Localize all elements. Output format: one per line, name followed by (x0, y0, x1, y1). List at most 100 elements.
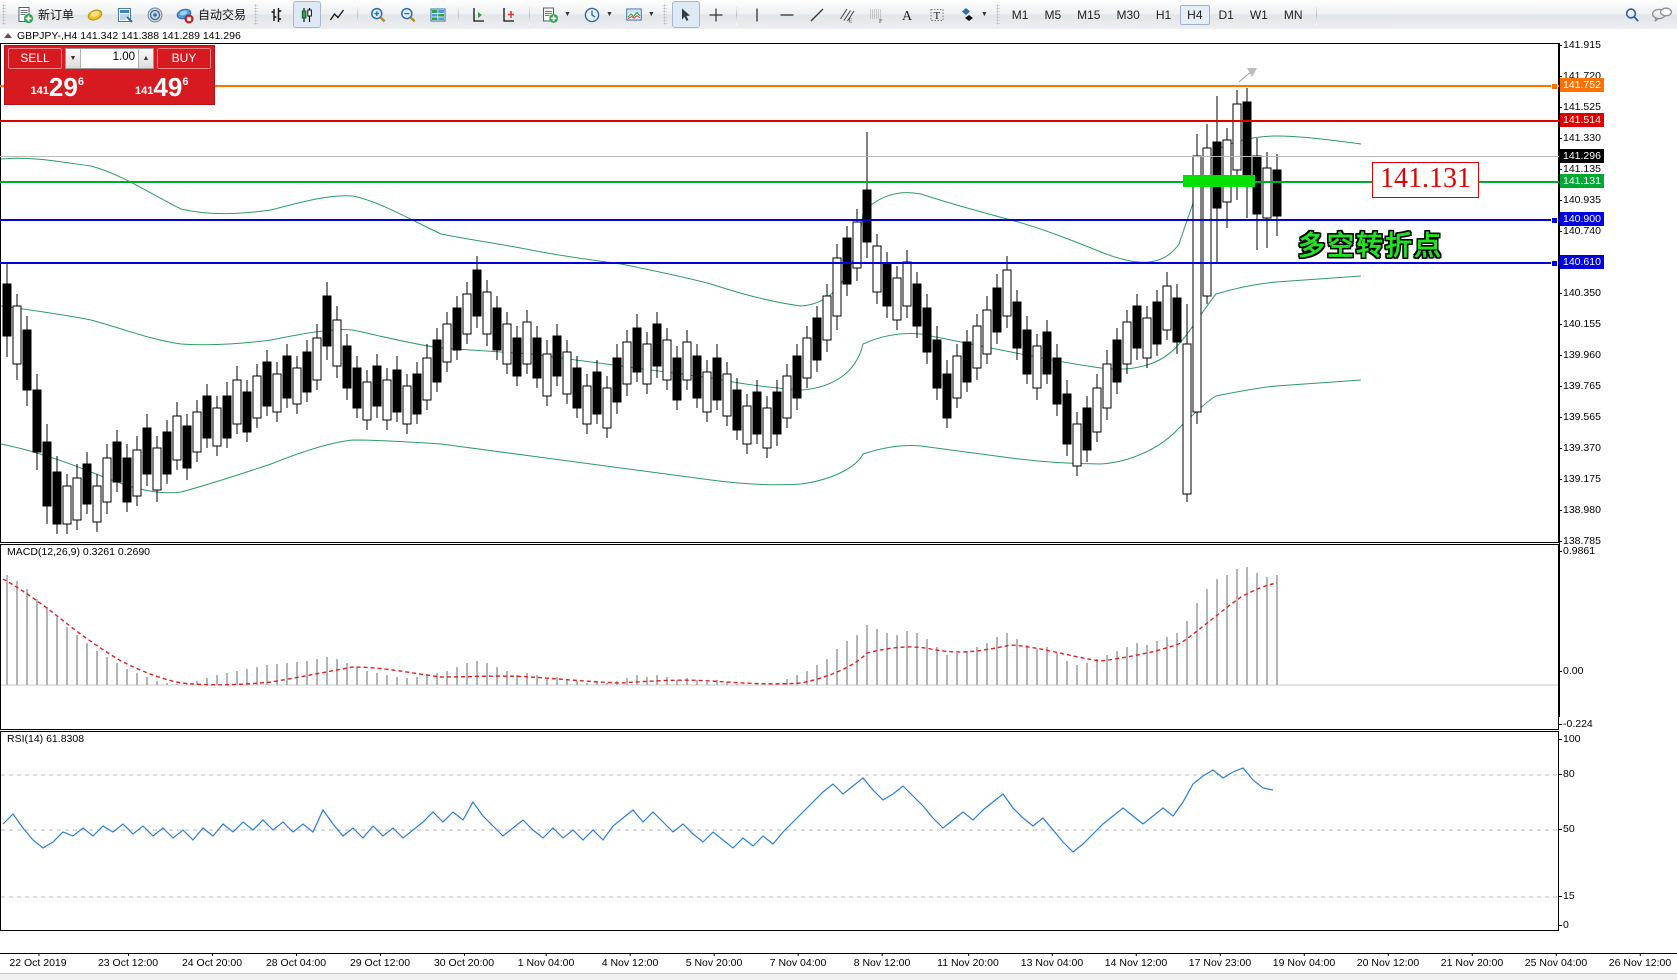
timeframe-w1[interactable]: W1 (1249, 7, 1268, 22)
support-line-green[interactable] (0, 181, 1559, 183)
macd-chart-svg (1, 567, 1558, 686)
horizontal-line-button[interactable] (773, 1, 801, 28)
bar-chart-icon (268, 6, 286, 24)
level-line-blue-1[interactable] (0, 217, 1559, 224)
svg-text:A: A (902, 9, 913, 24)
time-tick: 11 Nov 20:00 (937, 953, 999, 969)
order-line-orange-knob[interactable] (1551, 83, 1558, 90)
sell-price-int: 141 (30, 85, 49, 97)
new-order-button[interactable]: 新订单 (11, 1, 79, 28)
crosshair-button[interactable] (702, 1, 730, 28)
support-price-label-green[interactable]: 141.131 (1560, 174, 1604, 188)
indicators-button[interactable]: ▼ (536, 1, 576, 28)
fibonacci-button[interactable]: F (863, 1, 891, 28)
sell-price[interactable]: 141 29 6 (6, 69, 109, 102)
shift-end-button[interactable] (465, 1, 493, 28)
rsi-pane[interactable]: RSI(14) 61.8308 (0, 731, 1559, 931)
text-button[interactable]: A (893, 1, 921, 28)
volume-value[interactable]: 1.00 (112, 51, 135, 63)
price-tick: 141.525 (1559, 101, 1601, 113)
macd-histogram (6, 567, 1278, 685)
cursor-button[interactable] (671, 1, 700, 28)
volume-input[interactable]: ▼ 1.00 ▲ (65, 48, 154, 69)
candlestick-chart-button[interactable] (293, 1, 322, 28)
data-window-button[interactable] (424, 1, 452, 28)
zoom-in-button[interactable] (364, 1, 392, 28)
line-chart-button[interactable] (323, 1, 351, 28)
period-dropdown-arrow[interactable]: ▼ (605, 11, 613, 18)
level-line-blue-2-knob[interactable] (1551, 260, 1558, 267)
timeframe-m15[interactable]: M15 (1077, 7, 1101, 22)
toolbar-grip[interactable] (2, 4, 6, 25)
chat-icon[interactable] (1651, 6, 1673, 24)
trendline-button[interactable] (803, 1, 831, 28)
templates-dropdown-arrow[interactable]: ▼ (647, 11, 655, 18)
period-button[interactable]: ▼ (578, 1, 618, 28)
indicators-dropdown-arrow[interactable]: ▼ (564, 11, 571, 18)
smart-trade-button[interactable] (81, 1, 109, 28)
sell-button[interactable]: SELL (8, 48, 62, 69)
toolbar-grip-2[interactable] (254, 4, 259, 25)
timeframe-m30[interactable]: M30 (1116, 7, 1140, 22)
terminal-button[interactable] (111, 1, 139, 28)
new-order-icon (16, 6, 34, 24)
signals-button[interactable] (141, 1, 169, 28)
order-line-red[interactable] (0, 120, 1559, 122)
price-annotation-box: 141.131 (1372, 162, 1479, 198)
search-icon[interactable] (1623, 6, 1641, 24)
price-pane[interactable] (0, 43, 1559, 543)
toolbar-grip-4[interactable] (995, 4, 1000, 25)
timeframe-m1[interactable]: M1 (1011, 7, 1029, 22)
symbol-header: GBPJPY-,H4 141.342 141.388 141.289 141.2… (0, 29, 1677, 42)
horizontal-line-icon (778, 6, 796, 24)
volume-increase-arrow[interactable]: ▲ (138, 49, 153, 68)
toolbar-right-group (1623, 6, 1677, 24)
timeframe-m5[interactable]: M5 (1044, 7, 1062, 22)
auto-scroll-button[interactable] (495, 1, 523, 28)
level-price-label-blue-2[interactable]: 140.610 (1560, 255, 1604, 269)
timeframe-h1[interactable]: H1 (1155, 7, 1172, 22)
terminal-icon (116, 6, 134, 24)
timeframe-d1[interactable]: D1 (1218, 7, 1234, 22)
shapes-button[interactable]: ▼ (953, 1, 993, 28)
text-label-button[interactable]: T (923, 1, 951, 28)
candlestick-chart-icon (298, 6, 316, 24)
timeframe-mn[interactable]: MN (1283, 7, 1303, 22)
one-click-trading-panel[interactable]: SELL ▼ 1.00 ▲ BUY 141 29 6 141 49 6 (4, 45, 215, 105)
price-scale[interactable]: 141.915 141.720 141.525 141.330 141.135 … (1558, 39, 1677, 953)
order-price-label-orange[interactable]: 141.752 (1560, 78, 1604, 92)
chinese-annotation: 多空转折点 (1298, 231, 1443, 262)
level-line-blue-1-knob[interactable] (1551, 217, 1558, 224)
order-price-label-red[interactable]: 141.514 (1560, 113, 1604, 127)
macd-pane[interactable]: MACD(12,26,9) 0.3261 0.2690 (0, 544, 1559, 730)
chart-window[interactable]: GBPJPY-,H4 141.342 141.388 141.289 141.2… (0, 29, 1677, 980)
autotrading-button[interactable]: 自动交易 (171, 1, 251, 28)
order-line-orange[interactable] (0, 83, 1559, 90)
timeframe-h4[interactable]: H4 (1180, 4, 1210, 25)
buy-price[interactable]: 141 49 6 (110, 69, 213, 102)
equidistant-channel-icon: E (838, 6, 856, 24)
toolbar-grip-3[interactable] (662, 4, 667, 25)
buy-button[interactable]: BUY (157, 48, 211, 69)
volume-dropdown-arrow[interactable]: ▼ (66, 49, 81, 68)
time-tick: 20 Nov 12:00 (1356, 953, 1420, 969)
svg-text:F: F (879, 19, 883, 24)
bar-chart-button[interactable] (263, 1, 291, 28)
vertical-line-button[interactable] (743, 1, 771, 28)
collapse-triangle-icon[interactable] (4, 33, 12, 38)
rsi-scale-tick: 80 (1559, 768, 1575, 780)
sell-price-big: 29 (48, 72, 78, 102)
zoom-out-button[interactable] (394, 1, 422, 28)
equidistant-channel-button[interactable]: E (833, 1, 861, 28)
templates-button[interactable]: ▼ (620, 1, 660, 28)
smart-trade-icon (86, 6, 104, 24)
macd-scale-tick: 0.9861 (1558, 545, 1596, 557)
rsi-scale-tick: 50 (1559, 823, 1575, 835)
plot-area[interactable]: MACD(12,26,9) 0.3261 0.2690 RSI(14) 61.8… (0, 43, 1559, 953)
level-line-blue-2[interactable] (0, 260, 1559, 267)
toolbar-separator-3 (529, 4, 531, 25)
level-price-label-blue-1[interactable]: 140.900 (1560, 212, 1604, 226)
signals-icon (146, 6, 164, 24)
shapes-dropdown-arrow[interactable]: ▼ (980, 11, 988, 18)
